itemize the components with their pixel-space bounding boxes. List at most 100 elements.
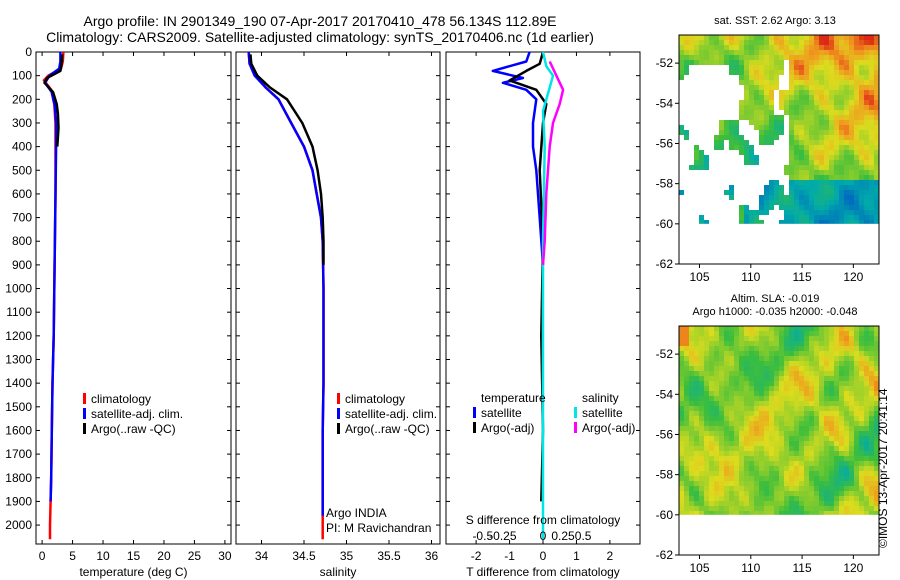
xtick-label-temperature: 20 [157,549,171,563]
map-cell [854,456,859,461]
map-cell [829,80,834,85]
map-cell [804,401,809,406]
map-cell [744,486,749,491]
map-cell [869,426,874,431]
map-cell [729,386,734,391]
map-cell [699,371,704,376]
map-cell [799,150,804,155]
map-cell [844,90,849,95]
map-cell [799,130,804,135]
map-cell [794,496,799,501]
map-cell [804,406,809,411]
map-cell [759,411,764,416]
map-cell [759,466,764,471]
map-cell [789,341,794,346]
map-cell [689,491,694,496]
map-cell [834,220,839,224]
map-cell [819,50,824,55]
legend-swatch-temperature [83,408,86,419]
map-cell [854,65,859,70]
map-cell [844,491,849,496]
map-cell [799,115,804,120]
map-cell [824,406,829,411]
map-cell [799,145,804,150]
map-cell [769,386,774,391]
map-cell [699,376,704,381]
map-cell [829,476,834,481]
map-cell [734,456,739,461]
map-cell [789,150,794,155]
map-cell [834,50,839,55]
map-cell [779,336,784,341]
map-cell [679,476,684,481]
map-cell [794,170,799,175]
map-cell [739,451,744,456]
map-cell [759,100,764,105]
map-cell [684,496,689,501]
map-cell [724,45,729,50]
map-cell [729,35,734,40]
map-cell [779,381,784,386]
map-cell [764,491,769,496]
map-cell [779,421,784,426]
map-cell [874,436,879,441]
map-cell [734,391,739,396]
map-cell [844,331,849,336]
map-cell [794,506,799,511]
map-cell [834,90,839,95]
map-cell [684,446,689,451]
map-cell [789,65,794,70]
map-cell [679,50,684,55]
map-cell [869,100,874,105]
map-cell [799,125,804,130]
map-cell [859,180,864,185]
map-cell [804,366,809,371]
depth-tick-label: 1300 [5,353,32,367]
map-cell [799,160,804,165]
map-cell [859,185,864,190]
map-cell [874,491,879,496]
map-cell [724,120,729,125]
map-cell [699,421,704,426]
map-cell [809,421,814,426]
map-cell [854,85,859,90]
map-cell [804,336,809,341]
map-cell [819,456,824,461]
map-cell [869,130,874,135]
map-cell [729,65,734,70]
map-cell [749,381,754,386]
map-cell [729,476,734,481]
map-cell [829,361,834,366]
map-cell [819,185,824,190]
map-cell [704,371,709,376]
map-cell [804,371,809,376]
map-cell [804,100,809,105]
map-cell [704,60,709,65]
map-cell [774,190,779,195]
map-cell [874,50,879,55]
map-cell [854,195,859,200]
map-cell [874,40,879,45]
map-cell [749,461,754,466]
map-cell [809,441,814,446]
map-cell [869,366,874,371]
map-cell [819,341,824,346]
map-cell [799,366,804,371]
map-cell [814,376,819,381]
map-cell [684,451,689,456]
map-cell [819,436,824,441]
map-cell [784,461,789,466]
map-cell [844,100,849,105]
map-cell [799,95,804,100]
map-cell [874,220,879,224]
series-line-difference-3 [541,60,565,265]
map-cell [724,461,729,466]
map-cell [684,135,689,140]
map-cell [829,421,834,426]
map-cell [779,461,784,466]
map-cell [759,75,764,80]
map-cell [789,160,794,165]
map-cell [869,145,874,150]
legend-swatch-salinity [337,393,340,404]
map-cell [764,456,769,461]
